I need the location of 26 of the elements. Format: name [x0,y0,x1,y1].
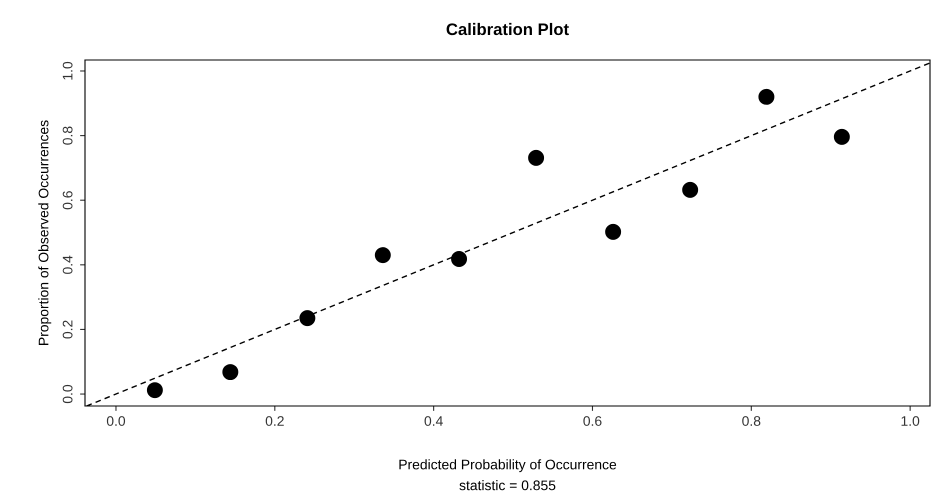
x-tick-label: 0.0 [106,416,126,426]
point [758,88,774,105]
y-tick-label: 0.0 [62,384,73,404]
point [451,251,468,267]
y-tick-label: 0.8 [62,126,73,145]
point [834,128,850,145]
point [528,150,544,166]
text: statistic = 0.855 [459,480,556,490]
point [222,364,238,380]
y-tick-label: 1.0 [62,62,73,80]
point [605,224,622,240]
y-tick-label: 0.2 [62,320,73,339]
x-tick-label: 1.0 [902,416,920,426]
point [146,382,163,398]
y-tick-label: 0.4 [62,256,73,274]
point [374,247,391,264]
x-tick-label: 0.6 [583,416,602,426]
x-tick-label: 0.2 [266,416,284,426]
y-axis-title: Proportion of Observed Occurrences [38,120,52,345]
y-tick-label: 0.6 [62,191,73,210]
point [682,182,698,198]
chart-title: Calibration Plot [446,22,569,36]
x-tick-label: 0.8 [742,416,760,426]
x-axis-title: Predicted Probability of Occurrence [399,459,616,472]
point [299,310,316,326]
x-tick-label: 0.4 [424,416,443,426]
